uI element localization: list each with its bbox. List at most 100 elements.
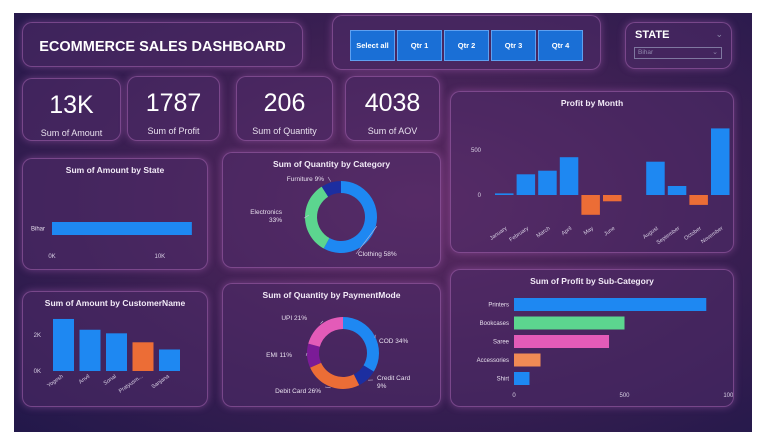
bar [159, 349, 180, 371]
leader-line [355, 226, 378, 255]
profit-by-month-chart: 0 500 January February March April May June Augu… [471, 128, 730, 246]
slicer-button-select-all[interactable]: Select all [350, 30, 395, 61]
x-tick-label: Anvil [78, 374, 91, 386]
chart-title: Sum of Profit by Sub-Category [530, 276, 654, 286]
x-tick-label: March [536, 226, 552, 240]
profit-by-month-card: Profit by Month 0 500 January February March… [450, 91, 734, 253]
slice-pct: 9% [377, 383, 387, 390]
kpi-card-amount: 13K Sum of Amount [22, 78, 121, 141]
kpi-label: Sum of Profit [147, 126, 200, 136]
bar [538, 170, 557, 195]
bar [603, 195, 622, 202]
y-tick-label: 500 [471, 148, 482, 154]
kpi-value: 13K [49, 91, 94, 119]
x-tick-label: June [603, 226, 616, 238]
chart-title: Profit by Month [560, 98, 624, 108]
amount-by-customer-chart: 0K 2K Yogesh Anvil Sonal Pratyusm... Sanjana [34, 318, 180, 395]
donut-slice [343, 317, 379, 372]
x-tick-label: 0K [48, 254, 55, 260]
slice-label: Clothing 58% [358, 251, 397, 258]
slice-label: Electronics [250, 209, 283, 216]
kpi-label: Sum of AOV [367, 126, 418, 136]
chart-title: Sum of Quantity by PaymentMode [262, 290, 401, 300]
slice-label: COD 34% [379, 338, 408, 345]
bar [516, 174, 536, 195]
slicer-button-qtr-2[interactable]: Qtr 2 [444, 30, 489, 61]
state-slicer: STATE ⌄ Bihar ⌄ [625, 22, 732, 69]
profit-by-subcategory-card: Sum of Profit by Sub-Category Printers Bo… [450, 269, 734, 407]
chevron-down-icon: ⌄ [712, 49, 718, 56]
bar [132, 342, 154, 371]
donut-slice [353, 365, 374, 386]
kpi-card-profit: 1787 Sum of Profit [127, 76, 220, 141]
state-dropdown[interactable]: Bihar ⌄ [634, 47, 722, 59]
x-tick-label: Sanjana [151, 373, 172, 390]
donut-slice [305, 186, 330, 249]
slice-pct: 33% [269, 217, 282, 224]
bar [79, 329, 101, 371]
quantity-by-payment-card: Sum of Quantity by PaymentMode COD 34% Cr… [222, 283, 441, 407]
bar [514, 298, 707, 311]
kpi-label: Sum of Amount [40, 128, 103, 138]
bar [514, 372, 530, 385]
chart-title: Sum of Amount by State [65, 165, 165, 175]
slicer-button-qtr-3[interactable]: Qtr 3 [491, 30, 536, 61]
kpi-label: Sum of Quantity [252, 126, 317, 136]
state-selected-value: Bihar [638, 49, 654, 56]
x-tick-label: September [656, 226, 682, 246]
donut-slice [310, 362, 360, 389]
x-tick-label: Sonal [103, 374, 118, 387]
donut-slice [323, 181, 377, 253]
x-tick-label: January [489, 226, 509, 242]
category-label: Printers [488, 303, 509, 309]
x-tick-label: Pratyusm... [118, 373, 145, 394]
state-collapse-chevron-icon[interactable]: ⌄ [715, 29, 723, 39]
x-tick-label: Yogesh [46, 374, 64, 389]
bar [514, 316, 625, 330]
chart-title: Sum of Quantity by Category [272, 159, 391, 169]
bar [667, 186, 687, 195]
slice-label: Debit Card 26% [275, 388, 321, 395]
donut-slice [321, 181, 341, 197]
profit-by-subcategory-chart: Printers Bookcases Saree Accessories Shirt 0 5… [477, 298, 734, 399]
donut-slice [308, 317, 343, 347]
quantity-by-category-card: Sum of Quantity by Category Clothing 58%… [222, 152, 441, 268]
slicer-button-qtr-4[interactable]: Qtr 4 [538, 30, 583, 61]
bar [52, 222, 192, 235]
bar [495, 193, 514, 195]
x-tick-label: February [509, 226, 531, 244]
x-tick-label: 10K [155, 254, 166, 260]
amount-by-state-card: Sum of Amount by State Bihar 0K 10K [22, 158, 208, 270]
bar [53, 318, 74, 371]
slicer-header-bar [337, 19, 596, 24]
slice-label: EMI 11% [266, 352, 292, 359]
bar [711, 128, 730, 195]
slicer-button-qtr-1[interactable]: Qtr 1 [397, 30, 442, 61]
dashboard-title: ECOMMERCE SALES DASHBOARD [39, 39, 286, 55]
category-label: Shirt [497, 377, 510, 383]
x-tick-label: 1000 [723, 393, 734, 399]
x-tick-label: 500 [619, 393, 630, 399]
bar [106, 333, 127, 371]
bar [689, 195, 708, 205]
amount-by-state-chart: Bihar 0K 10K [31, 222, 192, 260]
category-label: Accessories [477, 358, 509, 364]
y-tick-label: 2K [34, 333, 41, 339]
bar [581, 195, 600, 215]
x-tick-label: November [700, 226, 724, 246]
quarter-slicer: Select all Qtr 1 Qtr 2 Qtr 3 Qtr 4 [332, 15, 601, 70]
bar [559, 157, 579, 195]
slice-label: Furniture 9% [287, 176, 324, 183]
category-label: Saree [493, 340, 510, 346]
category-label: Bookcases [480, 321, 509, 327]
kpi-card-aov: 4038 Sum of AOV [345, 76, 440, 141]
x-tick-label: 0 [512, 393, 516, 399]
slice-label: Credit Card [377, 375, 411, 382]
title-card: ECOMMERCE SALES DASHBOARD [22, 22, 303, 67]
dashboard-canvas: ECOMMERCE SALES DASHBOARD Select all Qtr… [14, 13, 752, 432]
y-tick-label: 0 [478, 193, 482, 199]
x-tick-label: August [642, 225, 660, 240]
category-label: Bihar [31, 227, 45, 233]
